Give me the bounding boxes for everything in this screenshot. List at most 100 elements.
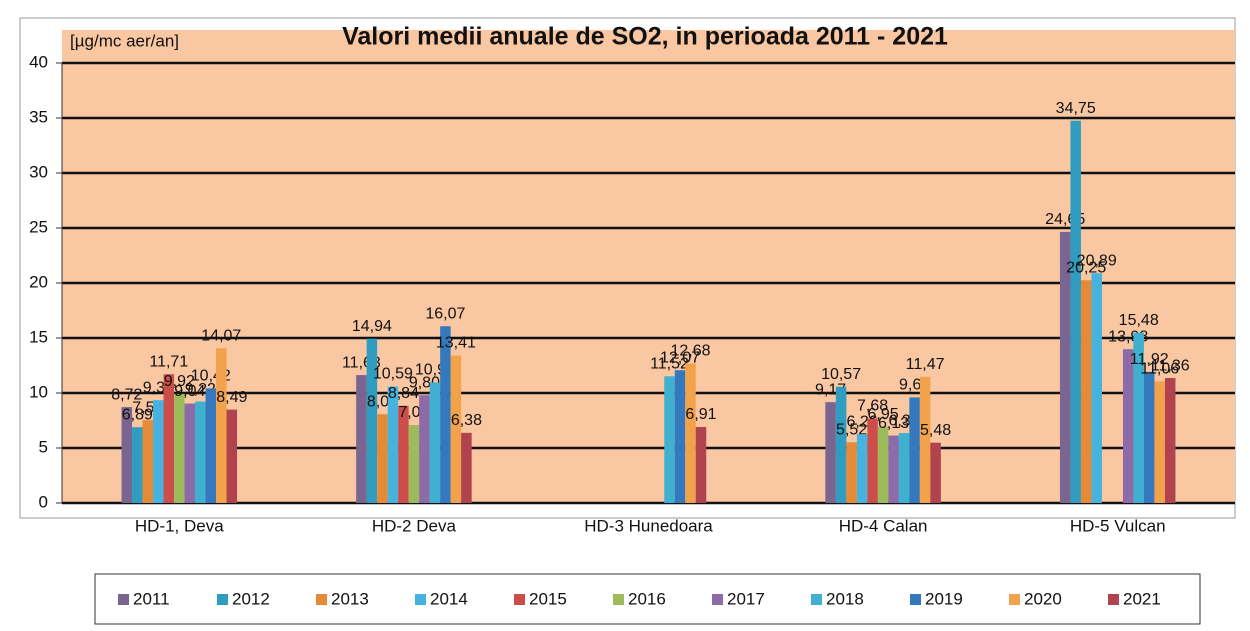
bar [1122,349,1134,503]
y-tick-label: 20 [29,272,48,291]
chart-title: Valori medii anuale de SO2, in perioada … [342,23,948,51]
legend-label: 2016 [628,589,666,608]
bar [461,432,472,503]
value-label: 20,25 [1066,259,1106,276]
value-label: 11,71 [149,353,188,370]
bar [930,442,941,503]
legend-swatch [415,594,426,605]
bar [695,426,707,503]
value-label: 14,07 [201,327,241,344]
bar [825,402,836,503]
bar [440,326,451,503]
legend-label: 2020 [1024,589,1062,608]
legend-label: 2021 [1123,589,1161,608]
bar [856,434,868,503]
bar [429,382,441,503]
bar [909,397,920,503]
y-tick-label: 15 [29,327,48,346]
legend-swatch [118,594,129,605]
legend-label: 2014 [430,589,468,608]
legend-swatch [1009,594,1020,605]
y-tick-label: 10 [29,382,48,401]
value-label: 6,13 [878,415,909,432]
value-label: 11,36 [1151,357,1190,374]
bar [356,375,367,503]
bar [685,363,696,503]
value-label: 14,94 [352,318,392,335]
bar [366,338,378,503]
y-tick-label: 30 [29,162,48,181]
bar [398,405,409,503]
bar [408,425,420,503]
legend-label: 2017 [727,589,765,608]
value-label: 10,59 [373,366,413,383]
value-label: 8,72 [111,386,142,403]
legend-label: 2011 [133,589,170,608]
bar [1143,371,1155,503]
bar [867,418,878,503]
bar [121,407,133,503]
value-label: 11,47 [906,356,945,373]
bar [174,393,185,503]
legend-label: 2013 [331,589,369,608]
bar [674,370,686,503]
legend-swatch [712,594,723,605]
value-label: 12,68 [670,343,710,360]
bar [142,420,154,503]
value-label: 6,38 [451,412,482,429]
value-label: 10,57 [821,366,861,383]
bar [153,400,164,503]
value-label: 11,92 [1130,351,1169,368]
bar [132,427,143,503]
bar [195,401,206,503]
bar [1080,280,1092,503]
legend-swatch [217,594,228,605]
bar [888,435,899,503]
legend-swatch [514,594,525,605]
y-tick-label: 0 [39,492,48,511]
value-label: 11,06 [1140,361,1179,378]
legend-swatch [316,594,327,605]
bar [1091,273,1102,503]
value-label: 9,92 [164,373,195,390]
bar [450,355,462,503]
value-label: 11,52 [650,355,689,372]
bar [664,376,675,503]
value-label: 13,41 [436,335,476,352]
y-tick-label: 35 [29,107,48,126]
x-tick-label: HD-4 Calan [839,516,928,535]
value-label: 8,84 [388,385,419,402]
bar [205,388,217,503]
value-label: 12,07 [660,349,700,366]
y-tick-label: 25 [29,217,48,236]
bar [184,403,196,503]
value-label: 34,75 [1056,100,1096,117]
bar [846,442,857,503]
value-label: 6,91 [685,406,716,423]
value-label: 6,89 [122,406,153,423]
x-tick-label: HD-5 Vulcan [1070,516,1166,535]
bar [163,374,175,503]
value-label: 8,49 [216,389,247,406]
bar [1164,378,1176,503]
value-label: 9,04 [174,383,205,400]
value-label: 15,48 [1119,312,1159,329]
value-label: 20,89 [1077,252,1117,269]
bar [898,433,910,503]
bar [1070,120,1081,503]
legend-swatch [811,594,822,605]
y-tick-label: 5 [39,437,48,456]
x-tick-label: HD-2 Deva [372,516,457,535]
legend-swatch [613,594,624,605]
value-label: 7,68 [857,398,888,415]
plot-area [62,30,1235,503]
bar [377,414,388,503]
bar [226,409,238,503]
bar [919,376,931,503]
value-label: 5,48 [920,422,951,439]
x-tick-label: HD-1, Deva [135,516,224,535]
y-tick-label: 40 [29,52,48,71]
value-label: 6,95 [868,406,899,423]
bar [877,426,889,503]
